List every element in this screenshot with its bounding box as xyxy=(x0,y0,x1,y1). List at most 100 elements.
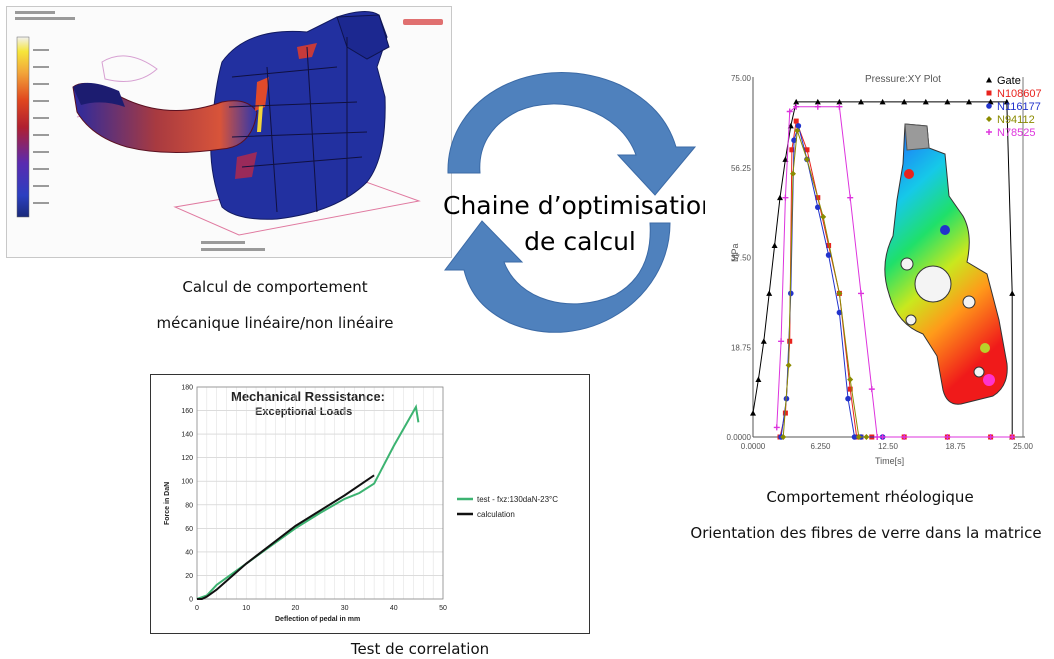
data-point xyxy=(785,362,792,369)
y-tick-label: 40 xyxy=(185,549,193,556)
test-caption: Test de correlation xyxy=(350,640,490,658)
fiber-orientation-part xyxy=(884,123,1008,405)
data-point xyxy=(787,338,793,344)
fea-caption-line1: Calcul de comportement xyxy=(182,278,368,296)
data-point xyxy=(879,98,886,105)
data-point xyxy=(820,213,827,220)
data-point xyxy=(804,156,810,163)
y-tick-label: 140 xyxy=(181,432,193,439)
data-point xyxy=(1009,290,1016,296)
x-tick-label: 30 xyxy=(341,605,349,612)
y-tick-label: 180 xyxy=(181,385,193,392)
data-point xyxy=(986,103,992,109)
part-hole xyxy=(914,265,952,303)
y-tick-label: 80 xyxy=(185,502,193,509)
data-point xyxy=(847,376,854,383)
fea-footer-mark xyxy=(201,248,265,251)
data-point xyxy=(836,309,843,316)
data-point xyxy=(851,434,858,440)
data-point xyxy=(793,103,800,110)
data-point xyxy=(814,98,821,105)
data-point xyxy=(760,338,767,344)
y-tick-label: 0.0000 xyxy=(727,433,752,442)
optimization-cycle-arrows xyxy=(443,72,697,333)
legend-label: N94112 xyxy=(997,114,1035,126)
fea-color-legend xyxy=(16,36,30,218)
fea-hotspot xyxy=(257,105,263,132)
rheo-caption-line1: Comportement rhéologique xyxy=(766,488,974,506)
y-tick-label: 120 xyxy=(181,455,193,462)
pressure-plot-title: Pressure:XY Plot xyxy=(865,74,941,85)
data-point xyxy=(836,98,843,105)
pressure-plot-xlabel: Time[s] xyxy=(875,456,904,466)
x-tick-label: 12.50 xyxy=(878,442,899,451)
legend-label: N78525 xyxy=(997,127,1036,139)
data-point xyxy=(780,434,787,440)
y-tick-label: 56.25 xyxy=(731,164,752,173)
data-point xyxy=(874,434,881,440)
data-point xyxy=(986,90,992,96)
center-title: Chaine d’optimisation de calcul xyxy=(430,188,730,260)
fea-hotspot xyxy=(235,152,257,179)
plot-frame xyxy=(196,386,444,600)
legend-label: N116177 xyxy=(997,101,1041,113)
series-line xyxy=(776,106,1013,438)
x-tick-label: 18.75 xyxy=(945,442,966,451)
data-point xyxy=(789,147,795,153)
cycle-arrow-bottom xyxy=(443,220,671,333)
data-point xyxy=(987,98,994,105)
data-point xyxy=(782,194,789,201)
test-chart-title: Mechanical Ressistance: xyxy=(231,389,385,404)
legend-label: test - fxz:130daN-23°C xyxy=(477,495,558,504)
x-tick-label: 20 xyxy=(292,605,300,612)
pedal-fea-stress-contour xyxy=(15,11,443,251)
fea-footer-mark xyxy=(201,241,245,244)
legend-label: calculation xyxy=(477,510,515,519)
x-tick-label: 0 xyxy=(195,605,199,612)
series-line xyxy=(196,404,420,600)
data-point xyxy=(922,98,929,105)
test-chart-legend: test - fxz:130daN-23°C calculation xyxy=(457,495,558,519)
node-marker-yellow xyxy=(980,343,990,353)
data-point xyxy=(845,395,851,402)
node-marker-blue xyxy=(940,225,950,235)
fea-legend-ticks xyxy=(33,49,49,204)
part-hole xyxy=(973,366,985,378)
test-correlation-panel: Mechanical Ressistance: Exceptional Load… xyxy=(150,374,590,634)
data-point xyxy=(863,434,870,440)
node-marker-magenta xyxy=(983,374,995,386)
data-point xyxy=(868,386,875,393)
data-point xyxy=(793,98,800,105)
data-point xyxy=(986,129,992,135)
rheology-panel: Pressure:XY Plot MPa Time[s] 0.0000 18.75… xyxy=(705,72,1051,480)
pressure-xy-plot: Pressure:XY Plot MPa Time[s] 0.0000 18.75… xyxy=(727,74,1042,466)
data-point xyxy=(795,123,802,129)
data-point xyxy=(825,252,832,258)
data-point xyxy=(987,434,994,440)
part-body xyxy=(884,123,1008,405)
data-point xyxy=(901,434,908,440)
data-point xyxy=(1003,98,1010,105)
y-tick-label: 160 xyxy=(181,408,193,415)
fea-caption-line2: mécanique linéaire/non linéaire xyxy=(156,314,394,332)
data-point xyxy=(788,290,794,297)
y-tick-label: 0 xyxy=(189,597,193,604)
data-point xyxy=(777,194,783,201)
data-point xyxy=(794,127,801,134)
test-chart-subtitle: Exceptional Loads xyxy=(255,406,352,418)
y-tick-label: 75.00 xyxy=(731,74,752,83)
data-point xyxy=(901,98,908,105)
part-hole xyxy=(900,257,914,271)
fea-rib-lines xyxy=(228,37,368,213)
y-tick-label: 20 xyxy=(185,573,193,580)
data-point xyxy=(826,243,832,249)
data-point xyxy=(855,434,862,440)
data-point xyxy=(944,98,951,105)
series-line xyxy=(197,474,375,600)
fea-pedal-bracket xyxy=(336,14,390,60)
x-tick-label: 10 xyxy=(242,605,250,612)
x-tick-label: 25.00 xyxy=(1013,442,1034,451)
data-point xyxy=(836,290,843,297)
data-point xyxy=(778,338,785,345)
